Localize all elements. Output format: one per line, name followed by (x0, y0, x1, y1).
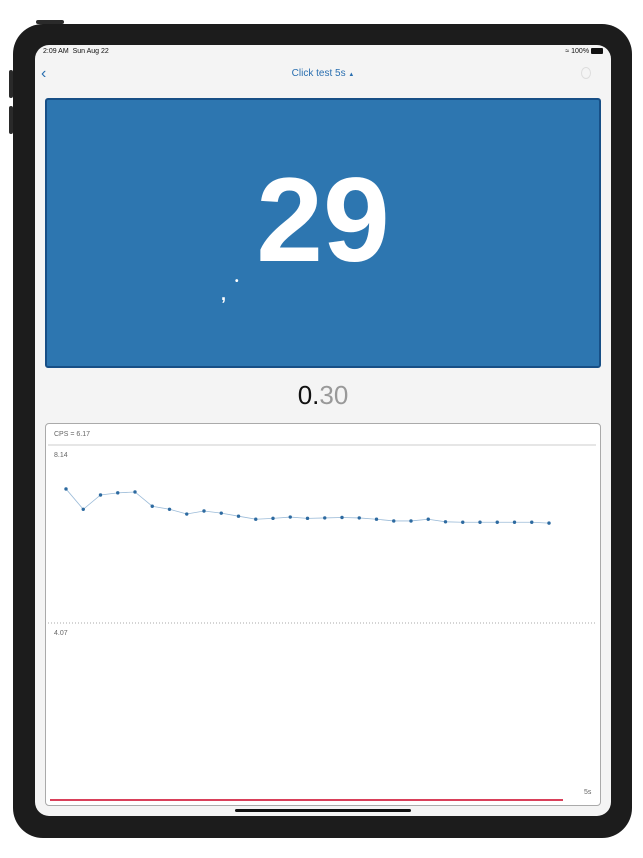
volume-up-button (9, 70, 13, 98)
nav-title: Click test 5s (291, 68, 346, 79)
cps-point (271, 516, 275, 521)
cps-point (202, 509, 206, 513)
cps-point (236, 514, 241, 518)
chart-plot: 8.14 4.07 5s (48, 444, 596, 801)
elapsed-time: 0.30 (35, 380, 611, 411)
chart-title: CPS = 6.17 (54, 431, 90, 438)
cps-point (150, 504, 154, 508)
ytick-label-mid: 4.07 (54, 630, 68, 637)
cps-point (495, 520, 499, 524)
time-fraction: 30 (319, 380, 349, 410)
cps-point (443, 520, 448, 524)
nav-bar: ‹ Click test 5s ▲ (35, 65, 611, 83)
cps-point (392, 519, 396, 523)
test-selector[interactable]: Click test 5s ▲ (35, 68, 611, 79)
top-button (36, 20, 64, 24)
cps-point (478, 520, 482, 524)
cps-point (219, 511, 223, 515)
cps-point (530, 520, 534, 524)
status-time: 2:09 AM (43, 48, 69, 55)
ytick-label-top: 8.14 (54, 452, 68, 459)
xtick-label-end: 5s (584, 789, 592, 796)
cps-point (167, 507, 172, 511)
cps-point (81, 507, 85, 511)
wifi-icon: ≈ (565, 48, 570, 55)
cps-point (374, 517, 379, 521)
cps-point (288, 515, 292, 519)
back-button[interactable]: ‹ (41, 65, 47, 82)
tap-mark: • (235, 276, 239, 287)
cps-point (547, 521, 551, 525)
battery-icon (591, 48, 603, 55)
cps-point (254, 517, 258, 521)
cps-point (357, 516, 361, 520)
timer-icon[interactable] (581, 67, 591, 79)
cps-point (305, 516, 310, 521)
tap-area[interactable]: 29 , • (45, 98, 601, 368)
cps-point (340, 515, 344, 520)
cps-point (461, 520, 465, 524)
cps-point (133, 490, 137, 494)
tap-mark: , (221, 284, 227, 304)
cps-point (426, 517, 430, 521)
home-indicator (235, 809, 411, 812)
volume-down-button (9, 106, 13, 134)
cps-point (98, 493, 103, 497)
cps-point (409, 519, 413, 523)
screen: 2:09 AM Sun Aug 22 ≈ 100% ‹ Click test 5… (35, 45, 611, 816)
cps-point (64, 487, 68, 491)
status-bar: 2:09 AM Sun Aug 22 ≈ 100% (43, 48, 603, 55)
battery-percent: 100% (571, 48, 590, 55)
time-whole: 0. (297, 380, 320, 410)
cps-point (323, 516, 327, 520)
triangle-up-icon: ▲ (348, 72, 355, 78)
cps-point (512, 520, 517, 524)
cps-point (116, 491, 120, 495)
cps-chart: CPS = 6.17 8.14 4.07 5s (45, 423, 601, 806)
status-date: Sun Aug 22 (72, 48, 109, 55)
cps-point (185, 512, 189, 516)
click-count: 29 (256, 153, 390, 287)
